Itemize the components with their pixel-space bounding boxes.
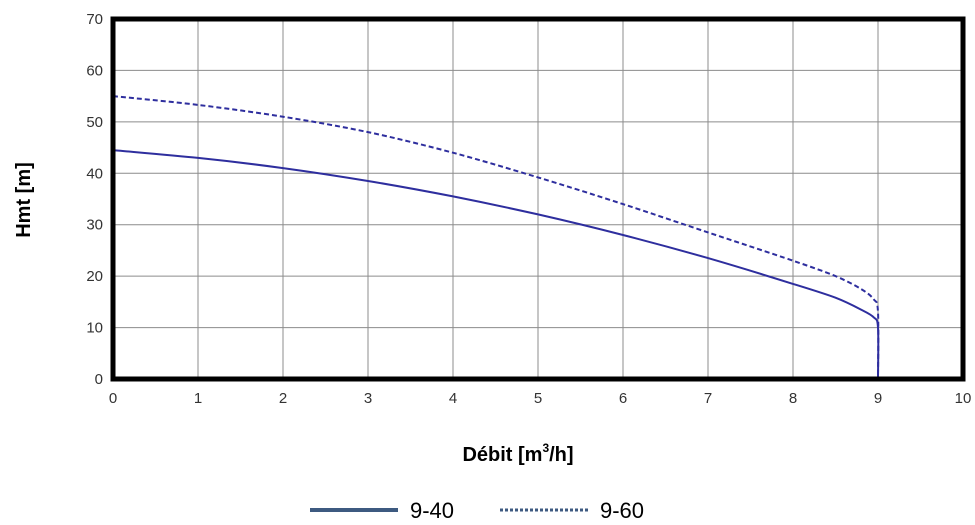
x-axis-title-prefix: Débit [m: [462, 444, 542, 466]
x-tick-labels: 0 1 2 3 4 5 6 7 8 9 10: [109, 390, 972, 407]
legend: 9-40 9-60: [310, 498, 644, 523]
plot-frame: [110, 16, 966, 382]
y-tick-label: 70: [86, 11, 103, 28]
grid: [112, 18, 964, 380]
x-tick-label: 1: [194, 390, 202, 407]
x-axis-title-sup: 3: [542, 441, 549, 455]
x-tick-label: 7: [704, 390, 712, 407]
series-line-9-60: [112, 95, 880, 380]
x-axis-title-suffix: /h]: [549, 444, 573, 466]
y-tick-label: 20: [86, 268, 103, 285]
y-tick-labels: 0 10 20 30 40 50 60 70: [86, 11, 103, 388]
y-tick-label: 0: [95, 371, 103, 388]
x-tick-label: 8: [789, 390, 797, 407]
x-tick-label: 10: [955, 390, 972, 407]
y-tick-label: 30: [86, 217, 103, 234]
x-tick-label: 3: [364, 390, 372, 407]
x-tick-label: 2: [279, 390, 287, 407]
legend-label-9-60: 9-60: [600, 498, 644, 523]
series-line-9-40: [112, 149, 880, 380]
x-axis-title: Débit [m3/h]: [462, 441, 573, 466]
series-lines: [112, 95, 880, 380]
x-tick-label: 6: [619, 390, 627, 407]
y-tick-label: 50: [86, 114, 103, 131]
y-tick-label: 60: [86, 62, 103, 79]
y-axis-title: Hmt [m]: [13, 162, 35, 238]
legend-label-9-40: 9-40: [410, 498, 454, 523]
y-tick-label: 10: [86, 320, 103, 337]
y-tick-label: 40: [86, 165, 103, 182]
x-tick-label: 0: [109, 390, 117, 407]
x-tick-label: 9: [874, 390, 882, 407]
x-tick-label: 4: [449, 390, 457, 407]
x-tick-label: 5: [534, 390, 542, 407]
